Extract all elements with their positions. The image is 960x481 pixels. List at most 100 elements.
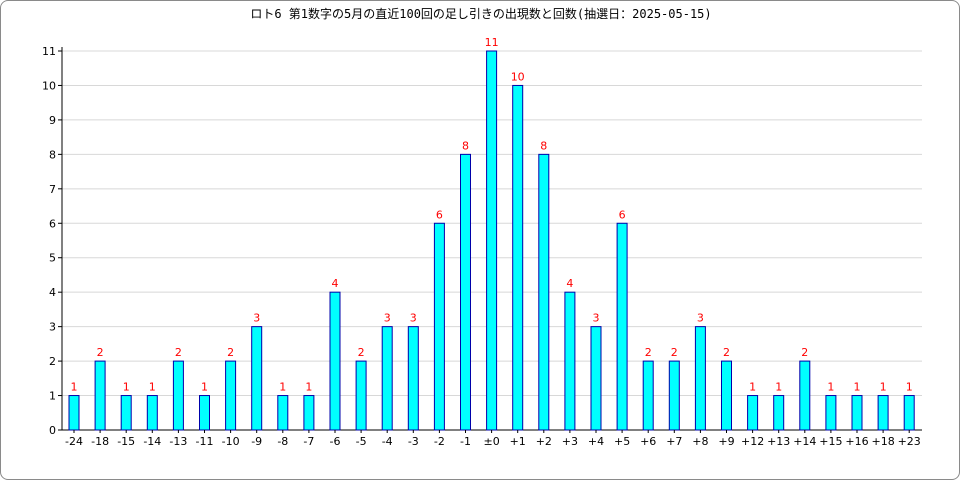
data-label-+4: 3 bbox=[593, 312, 600, 325]
y-tick-label: 0 bbox=[49, 424, 56, 437]
bar--24 bbox=[68, 395, 80, 431]
data-label-+8: 3 bbox=[697, 312, 704, 325]
bar--3 bbox=[407, 326, 419, 431]
bar-+8 bbox=[694, 326, 706, 431]
x-tick-label--1: -1 bbox=[460, 435, 471, 448]
bar-+4 bbox=[590, 326, 602, 431]
data-label--14: 1 bbox=[149, 381, 156, 394]
x-tick-label--18: -18 bbox=[91, 435, 109, 448]
data-label-+13: 1 bbox=[775, 381, 782, 394]
x-tick-label-+8: +8 bbox=[692, 435, 708, 448]
bar--8 bbox=[277, 395, 289, 431]
x-tick-label--15: -15 bbox=[117, 435, 135, 448]
y-tick-label: 9 bbox=[49, 114, 56, 127]
data-label--7: 1 bbox=[305, 381, 312, 394]
data-label-+15: 1 bbox=[827, 381, 834, 394]
data-label-+23: 1 bbox=[906, 381, 913, 394]
bar-+9 bbox=[721, 360, 732, 431]
x-tick-label-+5: +5 bbox=[614, 435, 630, 448]
x-tick-label--4: -4 bbox=[382, 435, 393, 448]
bar-+18 bbox=[877, 395, 889, 431]
data-label--15: 1 bbox=[123, 381, 130, 394]
x-tick-label--6: -6 bbox=[330, 435, 341, 448]
x-tick-label-+4: +4 bbox=[588, 435, 604, 448]
x-tick-label-+1: +1 bbox=[510, 435, 526, 448]
x-tick-label-+15: +15 bbox=[819, 435, 842, 448]
data-label-+9: 2 bbox=[723, 346, 730, 359]
bar-+1 bbox=[512, 84, 524, 431]
x-tick-label--2: -2 bbox=[434, 435, 445, 448]
x-tick-label-+2: +2 bbox=[536, 435, 552, 448]
bar--14 bbox=[146, 395, 158, 431]
data-label-+12: 1 bbox=[749, 381, 756, 394]
bar-+15 bbox=[825, 395, 837, 431]
bar-+2 bbox=[538, 153, 550, 431]
x-tick-label--13: -13 bbox=[169, 435, 187, 448]
x-tick-label--10: -10 bbox=[222, 435, 240, 448]
bar-+3 bbox=[564, 291, 576, 431]
bar-+5 bbox=[616, 222, 628, 431]
bar--10 bbox=[225, 360, 237, 431]
bar--15 bbox=[120, 395, 132, 431]
data-label--6: 4 bbox=[332, 277, 339, 290]
bar-+23 bbox=[903, 395, 915, 431]
bar-+7 bbox=[668, 360, 680, 431]
x-tick-label-+13: +13 bbox=[767, 435, 790, 448]
x-tick-label-+9: +9 bbox=[718, 435, 734, 448]
bar-+14 bbox=[799, 360, 811, 431]
data-label-+14: 2 bbox=[801, 346, 808, 359]
bar--5 bbox=[355, 360, 367, 431]
data-label-+5: 6 bbox=[619, 208, 626, 221]
data-label--18: 2 bbox=[97, 346, 104, 359]
x-tick-label--14: -14 bbox=[143, 435, 161, 448]
data-label--24: 1 bbox=[71, 381, 78, 394]
y-tick-label: 2 bbox=[49, 355, 56, 368]
bar--4 bbox=[381, 326, 393, 431]
x-tick-label-+3: +3 bbox=[562, 435, 578, 448]
bar--1 bbox=[460, 153, 471, 431]
x-tick-label--9: -9 bbox=[251, 435, 262, 448]
data-label-+6: 2 bbox=[645, 346, 652, 359]
data-label-+2: 8 bbox=[540, 139, 547, 152]
bar--18 bbox=[94, 360, 106, 431]
bar--7 bbox=[303, 395, 315, 431]
x-tick-label--24: -24 bbox=[65, 435, 83, 448]
y-tick-label: 8 bbox=[49, 148, 56, 161]
data-label--13: 2 bbox=[175, 346, 182, 359]
data-label-+7: 2 bbox=[671, 346, 678, 359]
x-tick-label-±0: ±0 bbox=[483, 435, 499, 448]
x-tick-label-+12: +12 bbox=[741, 435, 764, 448]
x-tick-label--7: -7 bbox=[303, 435, 314, 448]
y-tick-label: 1 bbox=[49, 390, 56, 403]
bar--13 bbox=[172, 360, 184, 431]
bar-+16 bbox=[851, 395, 863, 431]
data-label-+18: 1 bbox=[880, 381, 887, 394]
bar-±0 bbox=[486, 50, 498, 431]
bar--11 bbox=[199, 395, 210, 431]
x-tick-label--5: -5 bbox=[356, 435, 367, 448]
y-tick-label: 6 bbox=[49, 217, 56, 230]
y-tick-label: 11 bbox=[42, 45, 56, 58]
data-label--11: 1 bbox=[201, 381, 208, 394]
data-label--2: 6 bbox=[436, 208, 443, 221]
x-tick-label-+7: +7 bbox=[666, 435, 682, 448]
y-tick-label: 10 bbox=[42, 79, 56, 92]
x-tick-label--8: -8 bbox=[277, 435, 288, 448]
bar--6 bbox=[329, 291, 341, 431]
data-label--8: 1 bbox=[279, 381, 286, 394]
x-tick-label--11: -11 bbox=[196, 435, 214, 448]
bar-+6 bbox=[642, 360, 654, 431]
y-tick-label: 4 bbox=[49, 286, 56, 299]
x-tick-label--3: -3 bbox=[408, 435, 419, 448]
data-label-+1: 10 bbox=[511, 70, 525, 83]
data-label--10: 2 bbox=[227, 346, 234, 359]
data-label-±0: 11 bbox=[485, 36, 499, 49]
x-tick-label-+14: +14 bbox=[793, 435, 816, 448]
x-tick-label-+16: +16 bbox=[845, 435, 868, 448]
bar--2 bbox=[433, 222, 445, 431]
y-tick-label: 3 bbox=[49, 321, 56, 334]
bar--9 bbox=[251, 326, 263, 431]
data-label--5: 2 bbox=[358, 346, 365, 359]
